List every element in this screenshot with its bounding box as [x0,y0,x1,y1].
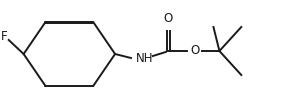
Text: O: O [163,13,172,25]
Text: F: F [1,29,7,43]
Text: O: O [190,44,199,57]
Text: NH: NH [136,52,154,65]
